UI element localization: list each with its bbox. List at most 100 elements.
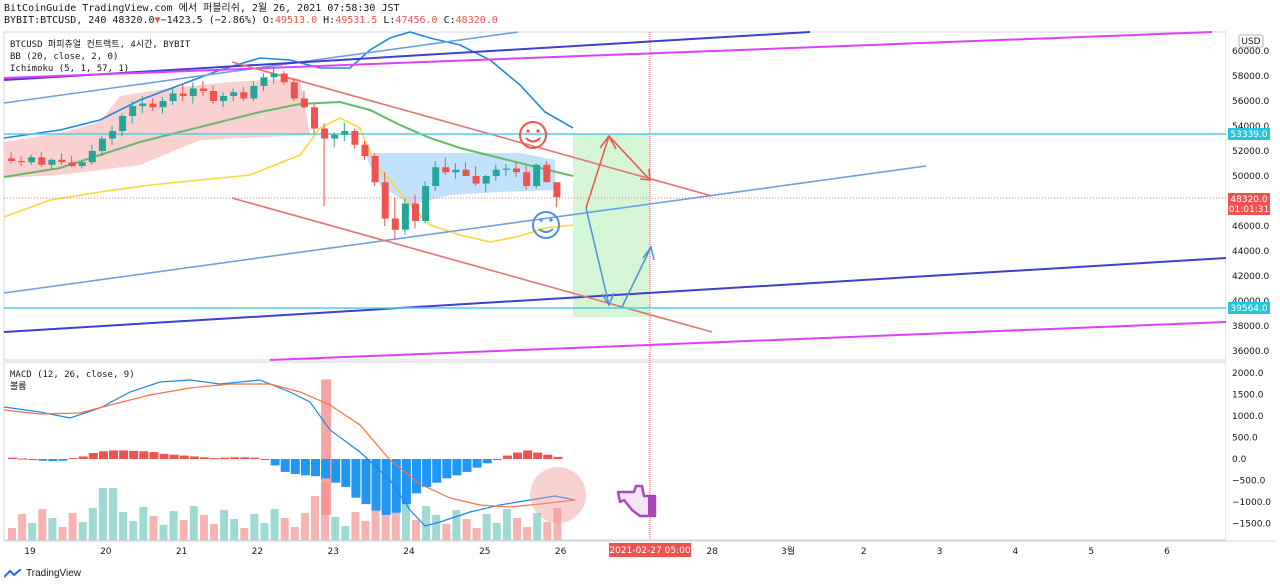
volume-bar bbox=[280, 518, 289, 540]
macd-tick-label: 1500.0 bbox=[1232, 391, 1264, 401]
macd-pane[interactable] bbox=[3, 361, 1227, 541]
candle bbox=[412, 194, 419, 229]
volume-bar bbox=[513, 518, 521, 540]
macd-hist-bar bbox=[401, 459, 411, 505]
candle bbox=[230, 88, 238, 101]
macd-hist-bar bbox=[543, 454, 553, 459]
tongue-face-icon bbox=[532, 211, 560, 239]
candle bbox=[391, 197, 399, 239]
volume-bar bbox=[543, 522, 552, 540]
macd-hist-bar bbox=[482, 459, 492, 464]
macd-hist-bar bbox=[391, 459, 401, 513]
volume-bar bbox=[311, 496, 319, 540]
time-tick-label: 26 bbox=[555, 547, 567, 557]
macd-hist-bar bbox=[361, 459, 371, 505]
candle bbox=[139, 96, 147, 114]
price-tick-label: 38000.0 bbox=[1232, 322, 1269, 332]
currency-box[interactable] bbox=[1238, 34, 1264, 48]
macd-tick-label: −1000.0 bbox=[1232, 498, 1271, 508]
macd-hist-bar bbox=[68, 458, 78, 460]
time-tick-label: 4 bbox=[1013, 547, 1019, 557]
upper-level-badge bbox=[1228, 128, 1270, 140]
macd-hist-bar bbox=[58, 459, 68, 461]
trend-line-navy-lower bbox=[3, 257, 1227, 333]
time-tick-label: 5 bbox=[1088, 547, 1094, 557]
candle bbox=[513, 162, 520, 178]
volume-bar bbox=[109, 488, 117, 540]
macd-hist-bar bbox=[230, 457, 240, 459]
volume-bar bbox=[472, 528, 481, 540]
macd-hist-bar bbox=[28, 459, 38, 460]
down-arrow-icon: ▼ bbox=[154, 15, 161, 26]
candle bbox=[8, 152, 15, 164]
macd-hist-bar bbox=[129, 450, 139, 459]
macd-hist-bar bbox=[341, 459, 351, 487]
high-value: 49531.5 bbox=[335, 15, 378, 26]
macd-hist-bar bbox=[169, 454, 179, 459]
price-tick-label: 44000.0 bbox=[1232, 247, 1269, 257]
time-tick-label: 21 bbox=[176, 547, 187, 557]
macd-hist-bar bbox=[371, 459, 381, 511]
macd-tick-label: −500.0 bbox=[1232, 477, 1266, 487]
candle bbox=[290, 78, 298, 101]
time-tick-label: 20 bbox=[100, 547, 112, 557]
price-axis[interactable] bbox=[1226, 32, 1276, 540]
volume-bar bbox=[422, 506, 431, 540]
macd-hist-bar bbox=[119, 450, 129, 459]
current-price-value: 48320.0 bbox=[1230, 195, 1267, 205]
candle bbox=[300, 91, 308, 109]
candle bbox=[452, 163, 460, 179]
candle bbox=[109, 126, 116, 145]
channel-line-upper bbox=[231, 61, 713, 197]
macd-hist-bar bbox=[109, 450, 118, 459]
time-tick-label: 19 bbox=[24, 547, 36, 557]
macd-hist-bar bbox=[523, 450, 533, 459]
macd-hist-bar bbox=[220, 457, 230, 459]
ohlc-line: BYBIT:BTCUSD, 240 48320.0▼−1423.5 (−2.86… bbox=[4, 15, 498, 27]
time-tick-label: 2 bbox=[861, 547, 867, 557]
macd-hist-bar bbox=[240, 457, 250, 459]
volume-bar bbox=[462, 519, 471, 540]
volume-bar bbox=[48, 518, 57, 540]
price-tick-label: 56000.0 bbox=[1232, 97, 1269, 107]
candle bbox=[543, 161, 551, 183]
macd-hist-bar bbox=[139, 451, 149, 459]
lower-level-badge bbox=[1228, 302, 1270, 314]
macd-hist-bar bbox=[48, 459, 58, 462]
candle bbox=[553, 182, 561, 208]
macd-hist-bar bbox=[88, 452, 98, 459]
macd-hist-bar bbox=[300, 459, 310, 476]
legend-ichimoku: Ichimoku (5, 1, 57, 1) bbox=[10, 64, 129, 74]
time-tick-label: 3월 bbox=[781, 545, 795, 557]
volume-bar bbox=[88, 508, 97, 540]
time-cursor-badge bbox=[609, 543, 691, 557]
tradingview-logo-icon bbox=[4, 568, 22, 578]
candle bbox=[482, 174, 490, 193]
candle bbox=[472, 166, 480, 186]
price-tick-label: 54000.0 bbox=[1232, 122, 1269, 132]
macd-hist-bar bbox=[351, 459, 361, 498]
time-tick-label: 3 bbox=[937, 547, 943, 557]
macd-hist-bar bbox=[412, 459, 421, 494]
open-label: O: bbox=[262, 15, 275, 26]
countdown-value: 01:01:31 bbox=[1229, 205, 1269, 215]
macd-hist-bar bbox=[260, 459, 270, 460]
candle bbox=[351, 128, 359, 149]
volume-bar bbox=[300, 513, 309, 540]
macd-tick-label: 1000.0 bbox=[1232, 412, 1264, 422]
macd-hist-bar bbox=[331, 459, 341, 483]
volume-bar bbox=[240, 528, 249, 540]
candle bbox=[321, 123, 329, 206]
volume-bar bbox=[189, 506, 198, 540]
macd-hist-bar bbox=[18, 458, 28, 460]
volume-bar bbox=[28, 523, 37, 540]
candle bbox=[361, 141, 369, 160]
candle bbox=[210, 86, 217, 104]
price-tick-label: 52000.0 bbox=[1232, 147, 1269, 157]
candle bbox=[432, 161, 440, 191]
macd-hist-bar bbox=[270, 459, 280, 466]
volume-bar bbox=[139, 507, 148, 540]
candle bbox=[381, 172, 389, 226]
low-value: 47456.0 bbox=[395, 15, 438, 26]
